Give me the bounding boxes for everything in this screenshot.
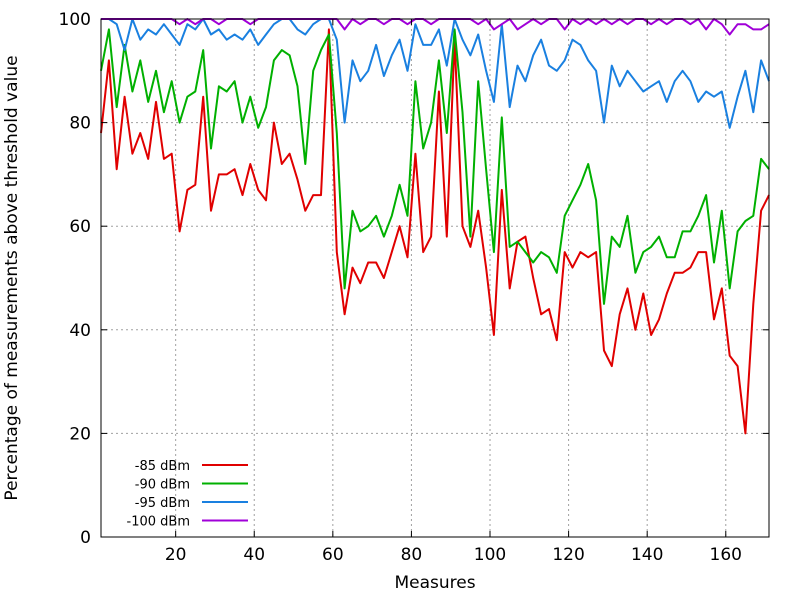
x-tick-label: 40 [243, 545, 265, 565]
legend-label: -85 dBm [135, 459, 190, 474]
y-tick-label: 80 [69, 114, 91, 134]
y-tick-label: 20 [69, 424, 91, 444]
series-layer [100, 18, 770, 435]
y-axis-title: Percentage of measurements above thresho… [2, 55, 22, 500]
y-tick-label: 60 [69, 217, 91, 237]
legend: -85 dBm -90 dBm -95 dBm -100 dBm [127, 459, 248, 530]
grid [101, 19, 769, 537]
plot-frame [100, 18, 770, 538]
legend-label: -90 dBm [135, 478, 190, 493]
x-tick-label: 80 [401, 545, 423, 565]
series-line-3 [101, 18, 770, 129]
y-tick-label: 40 [69, 321, 91, 341]
series-line-1 [100, 28, 770, 435]
x-tick-label: 120 [552, 545, 584, 565]
legend-label: -95 dBm [135, 496, 190, 511]
series-line-4 [101, 18, 770, 36]
x-tick-label: 100 [474, 545, 506, 565]
axis-ticks: 20 40 60 80 100 120 140 160 0 20 40 60 80 100 [59, 10, 769, 565]
x-tick-label: 140 [631, 545, 663, 565]
x-tick-label: 60 [322, 545, 344, 565]
series-line-2 [100, 28, 770, 305]
x-tick-label: 20 [165, 545, 187, 565]
y-tick-label: 100 [59, 10, 91, 30]
y-tick-label: 0 [80, 528, 91, 548]
x-axis-title: Measures [394, 573, 475, 593]
x-tick-label: 160 [710, 545, 742, 565]
legend-label: -100 dBm [127, 515, 190, 530]
